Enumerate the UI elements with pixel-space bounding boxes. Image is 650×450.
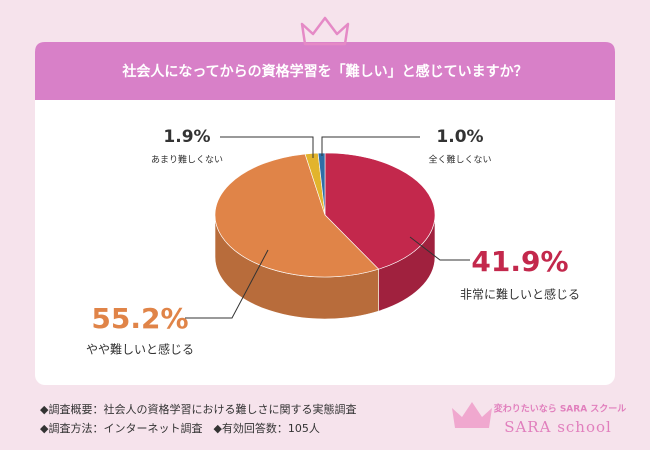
- brand-tagline: 変わりたいなら SARA スクール: [494, 403, 627, 415]
- chart-title: 社会人になってからの資格学習を「難しい」と感じていますか？: [121, 63, 527, 80]
- brand-crown: [452, 402, 492, 428]
- value-label: 1.0%: [436, 127, 483, 147]
- value-label: 41.9%: [471, 245, 568, 278]
- category-label: あまり難しくない: [151, 154, 223, 166]
- leader-line: [321, 136, 420, 156]
- labels: 41.9% 非常に難しいと感じる 55.2% やや難しいと感じる 1.9% あまり難しくな…: [86, 127, 580, 357]
- slice-top: [214, 153, 380, 278]
- value-label: 55.2%: [91, 302, 188, 335]
- pie: [214, 152, 436, 320]
- slice: [324, 152, 436, 312]
- note: ◆調査方法：インターネット調査 ◆有効回答数：105人: [40, 421, 320, 435]
- value-label: 1.9%: [163, 127, 210, 147]
- category-label: 全く難しくない: [428, 154, 491, 166]
- crown-icon: [300, 16, 350, 46]
- note: ◆調査概要：社会人の資格学習における難しさに関する実態調査: [40, 402, 356, 416]
- leader-line: [409, 236, 470, 261]
- header-band: [35, 42, 615, 100]
- slice: [214, 153, 380, 320]
- brand-name: SARA school: [504, 418, 612, 436]
- category-label: 非常に難しいと感じる: [460, 287, 580, 302]
- category-label: やや難しいと感じる: [86, 342, 194, 357]
- leader-line: [185, 249, 269, 319]
- slice-top: [324, 152, 436, 270]
- leader-line: [220, 136, 314, 158]
